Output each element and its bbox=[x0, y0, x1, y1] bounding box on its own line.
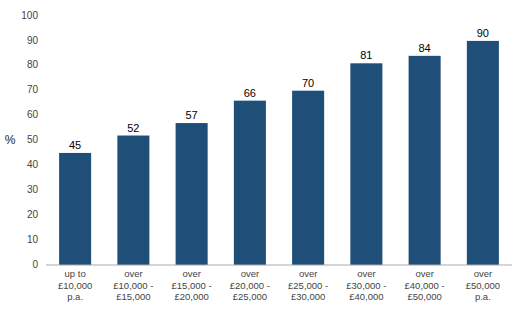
bar bbox=[117, 136, 149, 265]
x-tick-label-line: over bbox=[124, 268, 142, 279]
y-tick-label: 70 bbox=[27, 84, 39, 95]
data-label: 84 bbox=[419, 42, 431, 54]
x-tick-label: over£25,000 -£30,000 bbox=[288, 268, 328, 302]
y-tick-label: 10 bbox=[27, 234, 39, 245]
x-tick-label: over£15,000 -£20,000 bbox=[172, 268, 212, 302]
bar bbox=[409, 56, 441, 265]
x-tick-label-line: £50,000 bbox=[407, 291, 441, 302]
bar bbox=[59, 153, 91, 265]
x-tick-label-line: over bbox=[415, 268, 433, 279]
x-tick-label: over£20,000 -£25,000 bbox=[230, 268, 270, 302]
data-label: 81 bbox=[360, 49, 372, 61]
x-tick-label-line: £30,000 bbox=[291, 291, 325, 302]
data-label: 70 bbox=[302, 77, 314, 89]
x-tick-label-line: over bbox=[474, 268, 492, 279]
x-tick-label-line: p.a. bbox=[67, 291, 83, 302]
x-tick-label: over£10,000 -£15,000 bbox=[113, 268, 153, 302]
bar bbox=[350, 63, 382, 265]
x-tick-label-line: up to bbox=[65, 268, 86, 279]
x-tick-label: over£30,000 -£40,000 bbox=[346, 268, 386, 302]
x-tick-label-line: £20,000 bbox=[174, 291, 208, 302]
y-axis-label: % bbox=[5, 133, 16, 147]
x-axis-line bbox=[46, 265, 512, 266]
x-tick-label-line: £40,000 - bbox=[405, 280, 445, 291]
x-tick-label-line: £50,000 bbox=[466, 280, 500, 291]
x-axis: up to£10,000p.a.over£10,000 -£15,000over… bbox=[58, 268, 500, 302]
x-tick-label-line: over bbox=[182, 268, 200, 279]
data-label: 57 bbox=[186, 109, 198, 121]
x-tick-label-line: £20,000 - bbox=[230, 280, 270, 291]
x-tick-label-line: £30,000 - bbox=[346, 280, 386, 291]
x-tick-label-line: £15,000 - bbox=[172, 280, 212, 291]
data-label: 66 bbox=[244, 87, 256, 99]
data-label: 52 bbox=[127, 122, 139, 134]
y-tick-label: 60 bbox=[27, 109, 39, 120]
x-tick-label-line: £10,000 - bbox=[113, 280, 153, 291]
bar bbox=[234, 101, 266, 265]
x-tick-label-line: over bbox=[299, 268, 317, 279]
y-tick-label: 90 bbox=[27, 35, 39, 46]
y-axis: 0 10 20 30 40 50 60 70 80 90 100 bbox=[21, 10, 38, 270]
y-tick-label: 40 bbox=[27, 159, 39, 170]
bar bbox=[176, 123, 208, 265]
x-tick-label-line: £25,000 - bbox=[288, 280, 328, 291]
y-tick-label: 30 bbox=[27, 184, 39, 195]
y-tick-label: 50 bbox=[27, 134, 39, 145]
x-tick-label: over£40,000 -£50,000 bbox=[405, 268, 445, 302]
y-tick-label: 20 bbox=[27, 209, 39, 220]
data-label: 90 bbox=[477, 27, 489, 39]
data-label: 45 bbox=[69, 139, 81, 151]
bar bbox=[467, 41, 499, 265]
x-tick-label-line: p.a. bbox=[475, 291, 491, 302]
y-tick-label: 100 bbox=[21, 10, 38, 21]
x-tick-label-line: £15,000 bbox=[116, 291, 150, 302]
chart-svg: 0 10 20 30 40 50 60 70 80 90 100% 45 52 57 66 70 81 84 90 u… bbox=[0, 0, 522, 315]
x-tick-label: over£50,000p.a. bbox=[466, 268, 500, 302]
chart-container: 0 10 20 30 40 50 60 70 80 90 100% 45 52 57 66 70 81 84 90 u… bbox=[0, 0, 522, 315]
x-tick-label-line: £10,000 bbox=[58, 280, 92, 291]
x-tick-label-line: over bbox=[241, 268, 259, 279]
bars bbox=[59, 41, 499, 265]
y-tick-label: 0 bbox=[32, 259, 38, 270]
y-tick-label: 80 bbox=[27, 59, 39, 70]
x-tick-label-line: over bbox=[357, 268, 375, 279]
x-tick-label: up to£10,000p.a. bbox=[58, 268, 92, 302]
x-tick-label-line: £25,000 bbox=[233, 291, 267, 302]
x-tick-label-line: £40,000 bbox=[349, 291, 383, 302]
data-labels: 45 52 57 66 70 81 84 90 bbox=[69, 27, 489, 151]
bar bbox=[292, 91, 324, 265]
